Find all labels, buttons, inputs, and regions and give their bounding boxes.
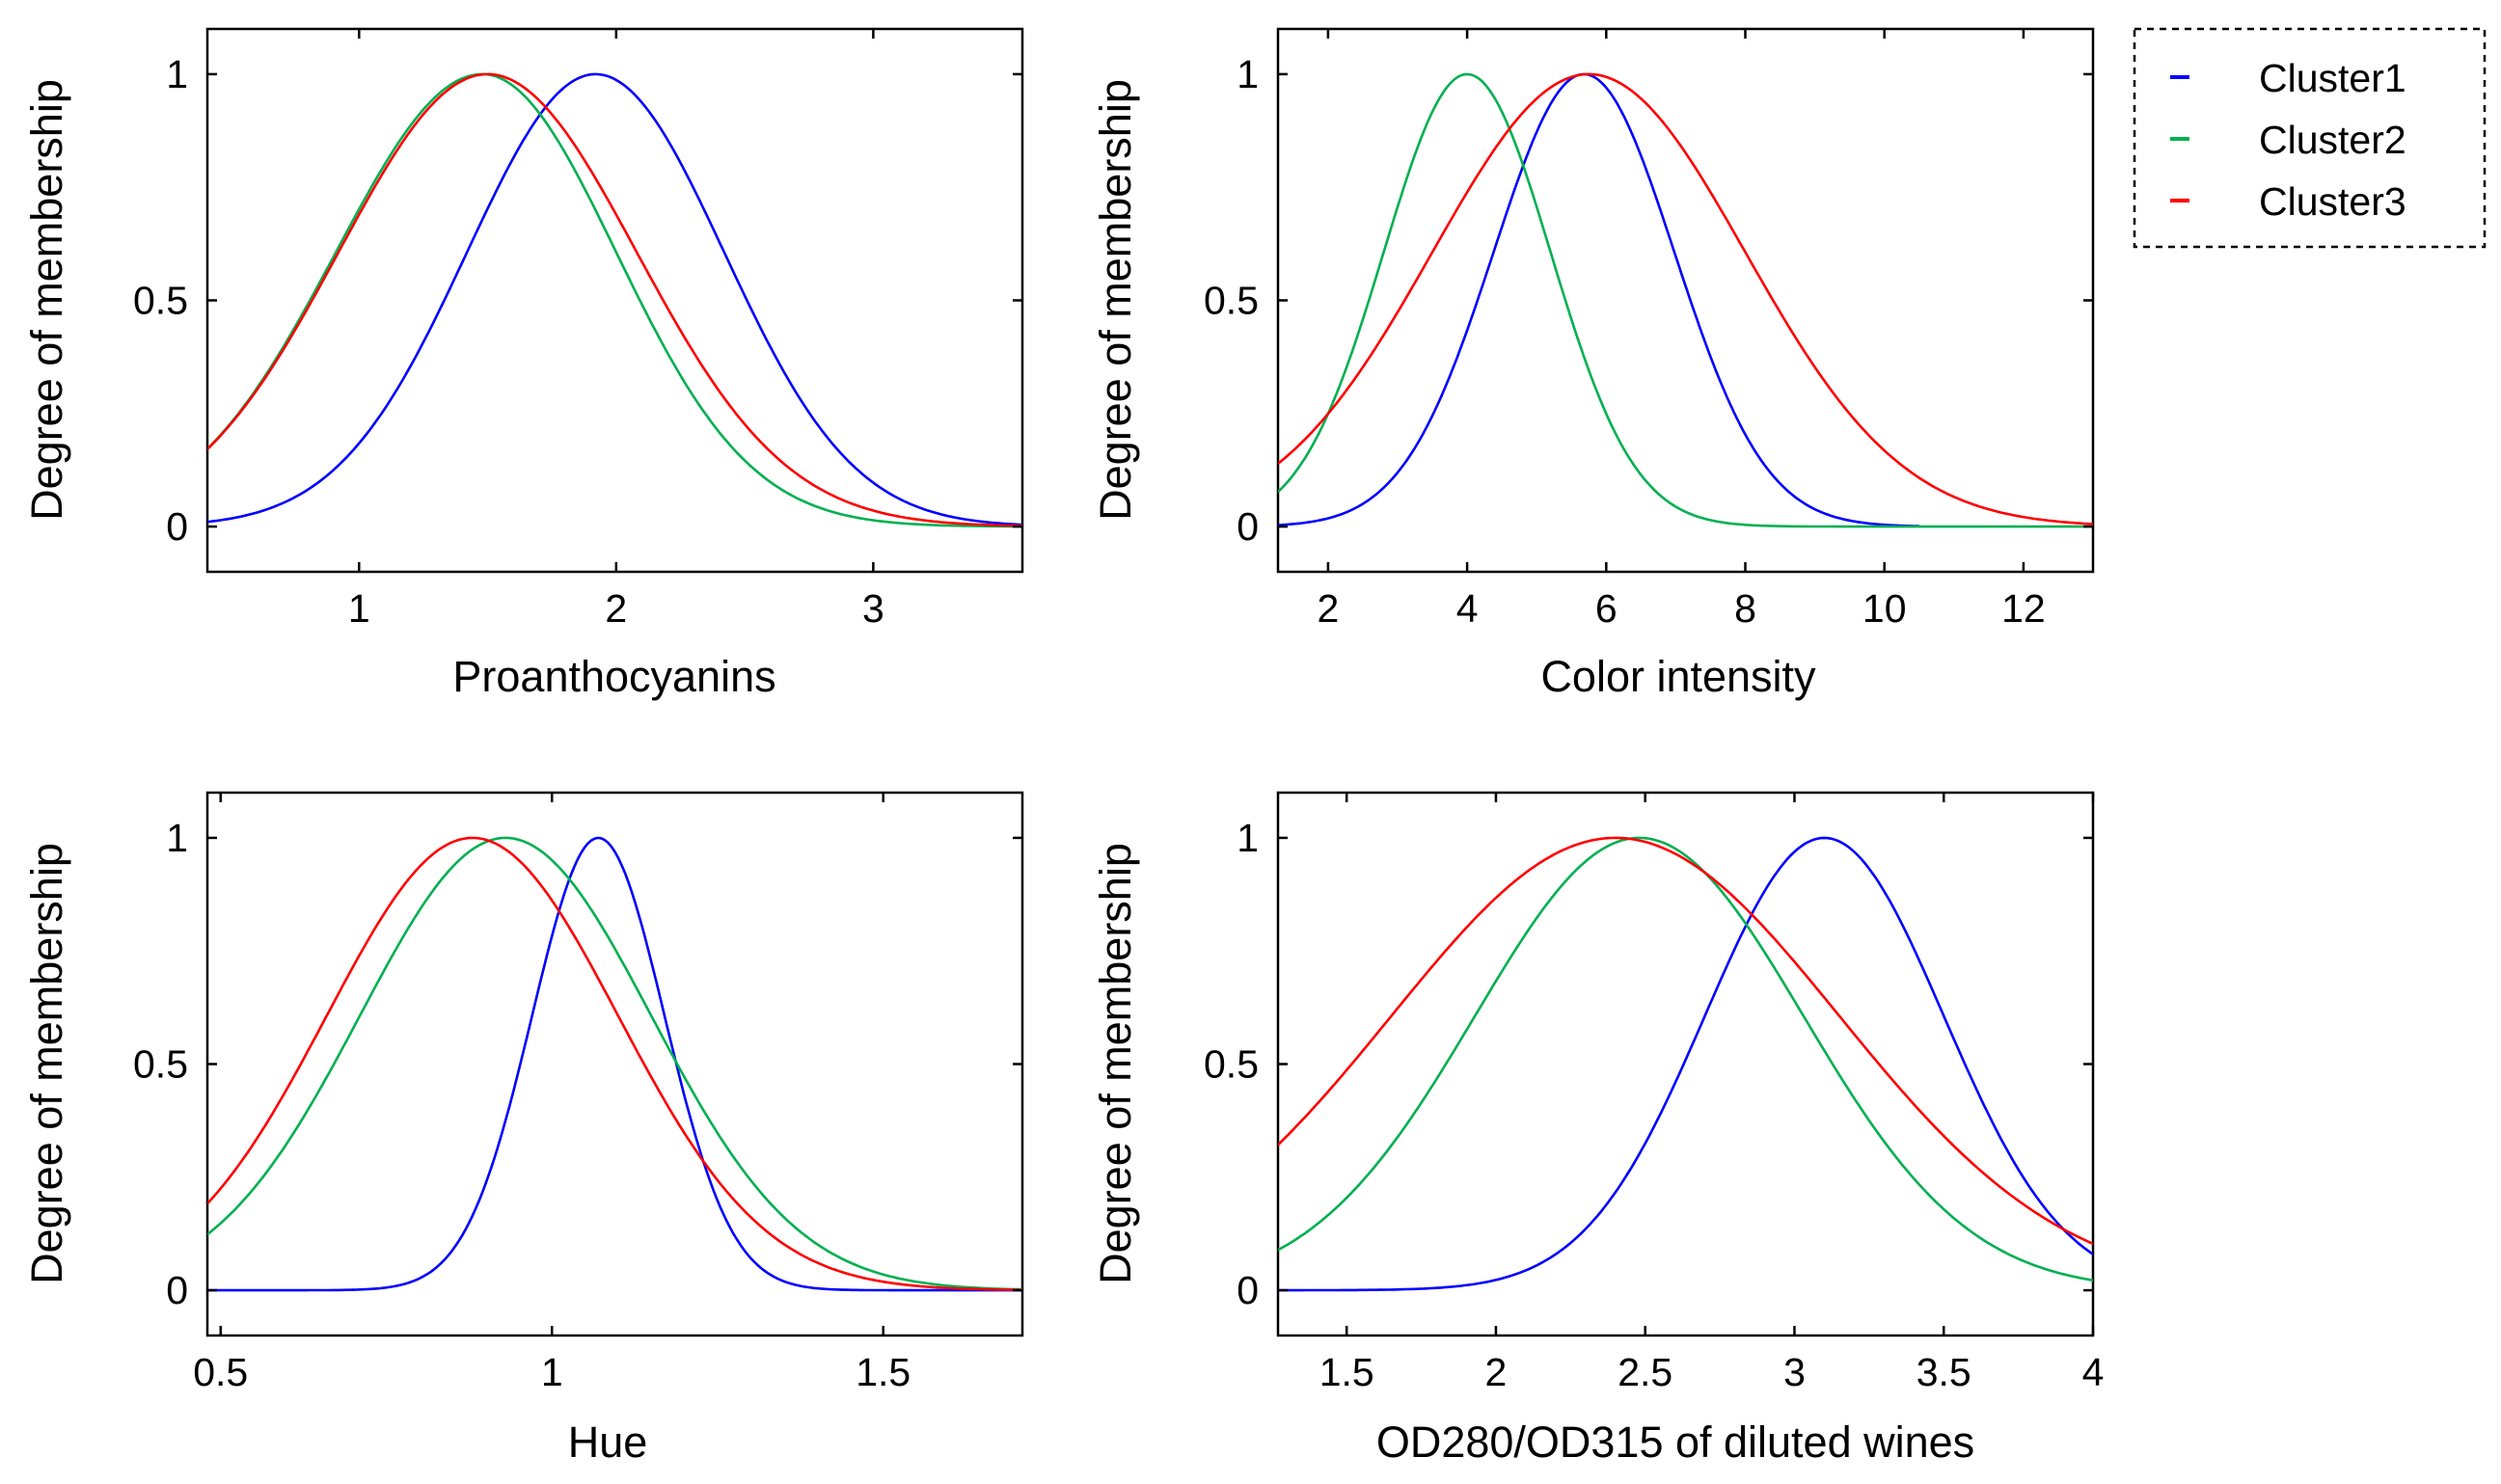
membership-curves bbox=[207, 836, 1022, 1292]
x-tick-label: 3 bbox=[862, 586, 884, 631]
y-tick-label: 1 bbox=[1237, 816, 1259, 860]
curve-cluster1 bbox=[207, 836, 1022, 1292]
x-tick-label: 1 bbox=[541, 1350, 563, 1394]
x-tick-label: 2 bbox=[1318, 586, 1340, 631]
legend-label-cluster3: Cluster3 bbox=[2259, 179, 2406, 224]
x-axis-label: Proanthocyanins bbox=[452, 652, 775, 701]
x-tick-label: 3.5 bbox=[1917, 1350, 1971, 1394]
x-tick-label: 0.5 bbox=[193, 1350, 248, 1394]
curve-cluster1 bbox=[1278, 72, 1919, 527]
curve-cluster2 bbox=[1278, 72, 2093, 528]
x-tick-label: 2 bbox=[1485, 1350, 1508, 1394]
y-tick-label: 0 bbox=[166, 1268, 188, 1312]
legend: Cluster1 Cluster2 Cluster3 bbox=[2133, 27, 2487, 249]
curve-cluster3 bbox=[207, 836, 1022, 1291]
y-tick-label: 1 bbox=[1237, 52, 1259, 96]
plot-frame bbox=[205, 27, 1024, 574]
curve-cluster1 bbox=[207, 72, 1022, 526]
plot-frame bbox=[1276, 791, 2095, 1337]
y-tick-label: 0 bbox=[1237, 504, 1259, 549]
x-tick-label: 4 bbox=[2082, 1350, 2105, 1394]
x-axis-label: Hue bbox=[568, 1417, 648, 1467]
x-tick-label: 1.5 bbox=[856, 1350, 911, 1394]
panel-hue: 0.5 1 1.500.51 Hue Degree of membership bbox=[22, 791, 1024, 1467]
curve-cluster1 bbox=[1278, 836, 2093, 1292]
legend-box bbox=[2133, 27, 2487, 249]
curve-cluster2 bbox=[207, 72, 1022, 528]
panel-proanthocyanins: 1 2 3 0 0.5 1 Proanthocyanins Degree of membe… bbox=[22, 27, 1024, 701]
x-tick-label: 2.5 bbox=[1617, 1350, 1672, 1394]
x-tick-label: 10 bbox=[1862, 586, 1907, 631]
plot-frame bbox=[205, 791, 1024, 1337]
legend-label-cluster1: Cluster1 bbox=[2259, 56, 2406, 100]
y-tick-label: 0.5 bbox=[1204, 279, 1259, 323]
y-axis-label: Degree of membership bbox=[22, 79, 71, 521]
x-tick-label: 1.5 bbox=[1319, 1350, 1374, 1394]
legend-label-cluster2: Cluster2 bbox=[2259, 118, 2406, 162]
y-tick-label: 0.5 bbox=[133, 1042, 188, 1087]
plot-frame bbox=[1276, 27, 2095, 574]
axis-ticks: 2 4 6 8 10 12 0 0.5 1 bbox=[1204, 29, 2093, 631]
y-tick-label: 0 bbox=[1237, 1268, 1259, 1312]
x-tick-label: 6 bbox=[1595, 586, 1617, 631]
curve-cluster3 bbox=[207, 72, 1022, 527]
x-tick-label: 3 bbox=[1783, 1350, 1806, 1394]
y-tick-label: 0.5 bbox=[133, 279, 188, 323]
y-tick-label: 1 bbox=[166, 52, 188, 96]
curve-cluster2 bbox=[1278, 836, 2093, 1282]
x-axis-label: Color intensity bbox=[1540, 652, 1816, 701]
curve-cluster3 bbox=[1278, 836, 2093, 1246]
y-axis-label: Degree of membership bbox=[22, 843, 71, 1284]
panel-color-intensity: 2 4 6 8 10 12 0 0.5 1 Color intensity Degree of … bbox=[1091, 27, 2095, 701]
membership-curves bbox=[1278, 72, 2093, 528]
x-tick-label: 2 bbox=[605, 586, 627, 631]
panel-od280-od315: 1.5 2 2.5 3 3.5 4 0 0.5 1 OD280/OD315 of diluted… bbox=[1091, 791, 2104, 1467]
membership-curves bbox=[207, 72, 1022, 528]
y-tick-label: 1 bbox=[166, 816, 188, 860]
x-tick-label: 4 bbox=[1456, 586, 1479, 631]
axis-ticks: 1 2 3 0 0.5 1 bbox=[133, 29, 1022, 631]
axis-ticks: 1.5 2 2.5 3 3.5 4 0 0.5 1 bbox=[1204, 793, 2104, 1394]
curve-cluster3 bbox=[1278, 72, 2093, 526]
membership-curves bbox=[1278, 836, 2093, 1292]
x-tick-label: 1 bbox=[348, 586, 370, 631]
y-tick-label: 0.5 bbox=[1204, 1042, 1259, 1087]
axis-ticks: 0.5 1 1.500.51 bbox=[133, 793, 1022, 1394]
y-tick-label: 0 bbox=[166, 504, 188, 549]
x-tick-label: 12 bbox=[2001, 586, 2046, 631]
y-axis-label: Degree of membership bbox=[1091, 843, 1140, 1284]
x-axis-label: OD280/OD315 of diluted wines bbox=[1376, 1417, 1974, 1467]
x-tick-label: 8 bbox=[1734, 586, 1756, 631]
y-axis-label: Degree of membership bbox=[1091, 79, 1140, 521]
curve-cluster2 bbox=[207, 836, 1022, 1291]
